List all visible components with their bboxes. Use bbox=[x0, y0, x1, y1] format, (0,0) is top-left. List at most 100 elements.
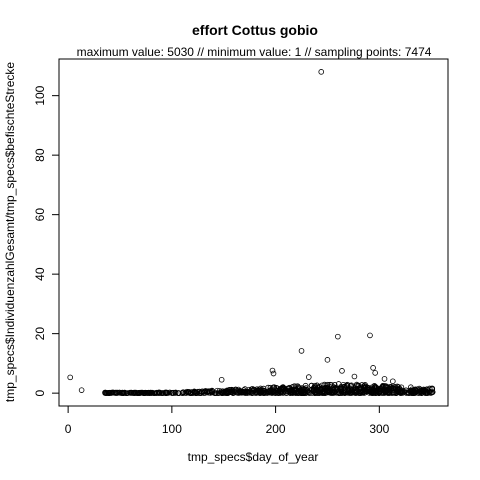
data-point bbox=[276, 387, 283, 393]
data-point bbox=[295, 384, 302, 390]
x-tick-label: 300 bbox=[369, 422, 389, 436]
data-point bbox=[351, 373, 358, 380]
x-tick-label: 100 bbox=[162, 422, 182, 436]
data-point bbox=[312, 390, 318, 396]
data-point bbox=[270, 370, 277, 377]
data-point bbox=[145, 390, 151, 396]
y-tick-label: 0 bbox=[33, 389, 47, 396]
data-point bbox=[209, 388, 216, 395]
data-point bbox=[191, 389, 198, 396]
data-point bbox=[107, 389, 113, 396]
data-point bbox=[335, 333, 341, 340]
data-point bbox=[339, 368, 345, 374]
data-point bbox=[269, 367, 276, 374]
data-point bbox=[262, 388, 268, 394]
data-point bbox=[236, 390, 242, 396]
data-point bbox=[346, 389, 352, 395]
data-point bbox=[258, 389, 265, 396]
data-point bbox=[67, 374, 74, 381]
data-point bbox=[78, 387, 85, 393]
data-point bbox=[353, 389, 360, 395]
data-point bbox=[372, 390, 379, 396]
data-point bbox=[226, 386, 233, 393]
data-point bbox=[386, 386, 392, 393]
data-point bbox=[416, 389, 422, 395]
data-point bbox=[391, 390, 397, 396]
data-point bbox=[162, 389, 169, 396]
data-point bbox=[279, 386, 286, 393]
data-point bbox=[324, 357, 331, 363]
data-point bbox=[361, 387, 368, 394]
y-tick-label: 80 bbox=[33, 148, 47, 162]
data-point bbox=[206, 389, 212, 396]
data-point bbox=[218, 390, 225, 396]
data-point bbox=[266, 389, 272, 395]
data-point bbox=[429, 385, 436, 392]
data-point bbox=[251, 387, 258, 394]
data-point bbox=[391, 384, 398, 390]
data-point bbox=[341, 390, 347, 396]
data-point bbox=[344, 383, 350, 389]
data-point bbox=[367, 332, 373, 339]
data-point bbox=[372, 384, 379, 390]
y-tick-label: 20 bbox=[33, 327, 47, 341]
data-point bbox=[168, 389, 175, 396]
y-tick-label: 40 bbox=[33, 267, 47, 281]
data-point bbox=[230, 387, 236, 393]
data-point bbox=[218, 376, 225, 383]
data-point bbox=[394, 388, 401, 395]
x-axis: 0 100 200 300 bbox=[65, 405, 390, 436]
data-point bbox=[372, 370, 378, 376]
x-tick-label: 0 bbox=[65, 422, 72, 436]
data-point bbox=[390, 378, 396, 385]
data-point bbox=[352, 390, 359, 396]
chart-subtitle: maximum value: 5030 // minimum value: 1 … bbox=[77, 45, 432, 59]
data-point bbox=[392, 385, 399, 391]
data-point bbox=[270, 388, 276, 394]
data-point bbox=[185, 389, 192, 396]
x-axis-label: tmp_specs$day_of_year bbox=[188, 450, 319, 464]
chart-title: effort Cottus gobio bbox=[192, 22, 318, 38]
data-point bbox=[300, 389, 307, 395]
data-point bbox=[241, 389, 248, 396]
data-point bbox=[290, 389, 297, 396]
data-point bbox=[150, 390, 157, 396]
data-point bbox=[267, 387, 274, 394]
data-point bbox=[357, 389, 364, 396]
data-point bbox=[298, 348, 305, 354]
y-tick-label: 100 bbox=[33, 85, 47, 105]
data-point bbox=[329, 389, 335, 396]
data-point bbox=[188, 390, 195, 396]
data-point bbox=[409, 388, 416, 394]
data-point bbox=[255, 388, 261, 394]
y-axis-label: tmp_specs$IndividuenzahlGesamt/tmp_specs… bbox=[3, 62, 17, 403]
data-point bbox=[156, 390, 162, 396]
y-axis: 0 20 40 60 80 100 bbox=[33, 85, 60, 396]
data-point bbox=[429, 389, 436, 395]
data-point bbox=[353, 381, 360, 388]
data-point bbox=[318, 69, 325, 75]
data-point bbox=[373, 389, 380, 395]
data-point bbox=[318, 385, 325, 392]
data-point bbox=[130, 390, 136, 396]
data-point bbox=[121, 389, 128, 396]
data-point bbox=[381, 376, 388, 382]
data-point bbox=[194, 390, 200, 396]
data-point bbox=[328, 382, 335, 388]
data-point bbox=[306, 390, 313, 396]
data-points bbox=[67, 69, 436, 396]
data-point bbox=[109, 389, 116, 396]
data-point bbox=[338, 385, 345, 392]
data-point bbox=[198, 390, 204, 396]
data-point bbox=[321, 386, 327, 392]
data-point bbox=[370, 365, 376, 371]
plot-frame bbox=[58, 58, 449, 407]
data-point bbox=[113, 390, 119, 396]
data-point bbox=[119, 390, 126, 396]
data-point bbox=[305, 374, 312, 380]
data-point bbox=[369, 390, 376, 396]
data-point bbox=[417, 386, 423, 393]
data-point bbox=[322, 385, 329, 391]
data-point bbox=[284, 388, 291, 394]
